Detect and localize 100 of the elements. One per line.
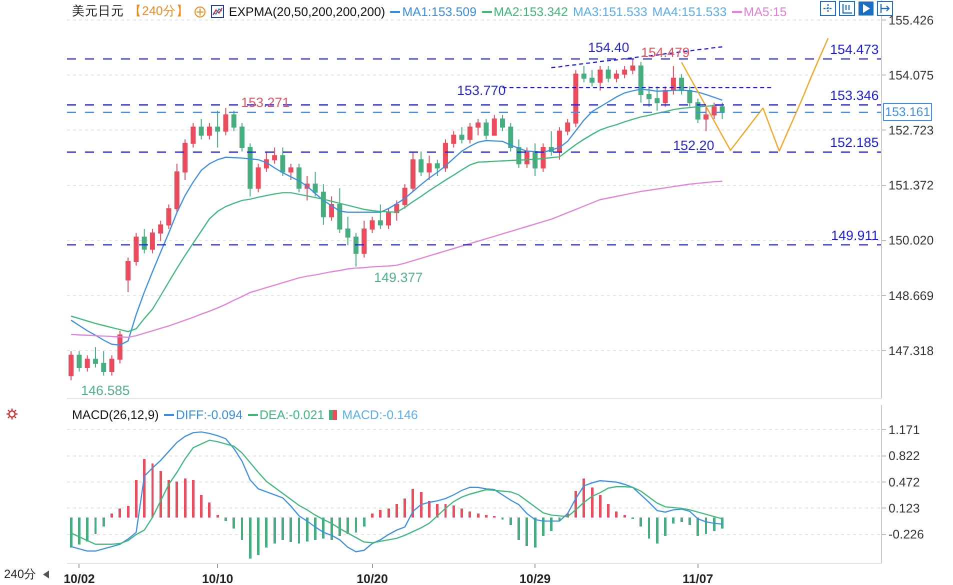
- bar: [224, 517, 227, 522]
- bar: [159, 470, 162, 518]
- candlestick: [386, 208, 392, 230]
- bar: [688, 517, 691, 525]
- bar: [468, 511, 472, 518]
- bar: [712, 517, 716, 531]
- candlestick: [492, 114, 497, 136]
- candlestick: [679, 74, 684, 96]
- candlestick: [150, 228, 155, 254]
- bar: [176, 481, 178, 518]
- candlestick: [646, 86, 652, 108]
- candlestick: [84, 354, 90, 372]
- x-tick-label: 11/07: [682, 572, 714, 585]
- bar: [118, 508, 122, 518]
- legend-title: EXPMA(20,50,200,200,200): [228, 4, 386, 18]
- bar: [550, 517, 553, 531]
- bar: [656, 517, 658, 544]
- bar: [379, 510, 382, 518]
- candlestick: [312, 171, 318, 197]
- annotation: 152.20: [673, 138, 714, 153]
- candlestick: [109, 354, 114, 376]
- candlestick: [418, 151, 424, 176]
- y-tick-label: 148.669: [888, 288, 934, 303]
- candlestick: [272, 146, 278, 164]
- candlestick: [223, 107, 228, 136]
- y-tick-label: 1.171: [888, 423, 920, 438]
- text: 240分: [4, 566, 36, 583]
- candlestick: [288, 163, 294, 181]
- candlestick: [508, 122, 514, 152]
- bar: [420, 492, 422, 518]
- bar: [208, 502, 211, 518]
- bar: [192, 480, 194, 518]
- chart-title: MACD(26,12,9): [72, 408, 159, 422]
- candlestick: [622, 65, 628, 79]
- bar: [696, 517, 700, 536]
- chart-subtitle: 【240分】: [129, 3, 189, 20]
- candlestick: [459, 126, 464, 144]
- candlestick: [410, 151, 416, 193]
- candlestick: [231, 110, 236, 132]
- candlestick: [280, 146, 286, 176]
- candlestick: [630, 58, 636, 75]
- candlestick: [467, 122, 472, 144]
- candlestick: [638, 61, 644, 104]
- bar: [257, 517, 260, 555]
- candlestick: [329, 196, 334, 222]
- bar: [248, 517, 252, 559]
- candlestick: [426, 155, 432, 181]
- y-tick-label: 155.426: [888, 13, 934, 28]
- candlestick: [443, 138, 448, 172]
- bar: [314, 517, 316, 540]
- legend-label: MA1:153.509: [402, 4, 477, 18]
- bar: [428, 500, 430, 518]
- bar: [126, 506, 130, 518]
- y-tick-label: 0.472: [888, 475, 920, 490]
- bar: [395, 504, 398, 518]
- annotation: 154.40: [588, 40, 630, 55]
- candlestick: [68, 350, 74, 381]
- annotation: MA4:151.533: [652, 4, 727, 18]
- bar: [672, 517, 675, 524]
- bar: [534, 517, 536, 548]
- y-tick-label: 147.318: [888, 344, 934, 358]
- bar: [476, 514, 480, 518]
- bar: [281, 517, 284, 540]
- ref-line-label: 153.346: [830, 88, 879, 103]
- candlestick: [174, 163, 180, 214]
- legend-label: DIFF:-0.094: [176, 408, 243, 422]
- legend-label: MACD:-0.146: [342, 408, 418, 422]
- bar: [640, 517, 642, 526]
- candlestick: [704, 106, 708, 132]
- candlestick: [556, 126, 562, 160]
- x-tick-label: 10/20: [356, 572, 388, 585]
- candlestick: [337, 188, 342, 234]
- bar: [542, 517, 544, 536]
- line-series: [70, 180, 723, 338]
- y-tick-label: 151.372: [888, 178, 934, 193]
- bar: [404, 498, 406, 518]
- bar: [322, 517, 325, 538]
- bar: [460, 508, 464, 518]
- x-tick-label: 10/02: [64, 572, 95, 585]
- bar: [290, 517, 292, 542]
- bar: [102, 517, 105, 526]
- candlestick: [712, 102, 717, 120]
- annotation: MA3:151.533: [572, 4, 648, 18]
- candlestick: [142, 228, 147, 254]
- candlestick: [370, 216, 375, 234]
- ref-line-label: 149.911: [831, 228, 879, 243]
- bar: [330, 517, 333, 540]
- bar: [590, 487, 594, 518]
- bar: [273, 517, 276, 544]
- bar: [86, 517, 89, 542]
- ref-line-label: 153.161: [885, 105, 930, 119]
- candlestick: [158, 220, 164, 242]
- y-tick-label: 0.822: [888, 449, 920, 464]
- candlestick: [362, 220, 367, 258]
- candlestick: [565, 118, 570, 136]
- candlestick: [670, 65, 676, 96]
- bar: [346, 517, 350, 534]
- candlestick: [248, 142, 253, 197]
- bar: [607, 504, 610, 518]
- bar: [615, 511, 618, 518]
